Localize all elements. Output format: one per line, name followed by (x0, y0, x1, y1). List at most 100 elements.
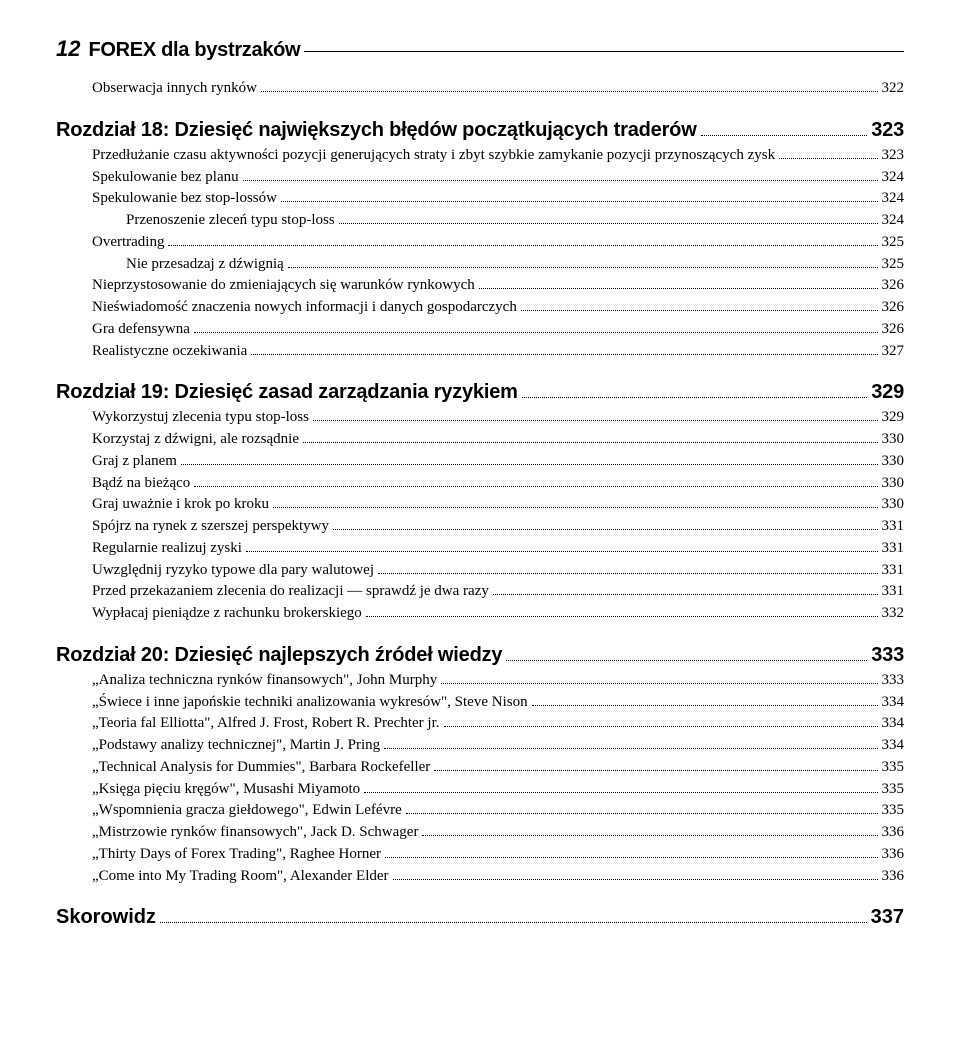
toc-entry-label: Realistyczne oczekiwania (92, 341, 247, 363)
leader-dots (393, 879, 878, 880)
leader-dots (246, 551, 878, 552)
section-heading-line: Rozdział 19: Dziesięć zasad zarządzania … (56, 378, 904, 407)
toc-entry: Overtrading 325 (56, 232, 904, 254)
toc-entry-label: Spekulowanie bez planu (92, 167, 239, 189)
skorowidz-line: Skorowidz 337 (56, 903, 904, 932)
leader-dots (243, 180, 878, 181)
toc-section: Obserwacja innych rynków 322 (56, 78, 904, 100)
toc-entry-label: Korzystaj z dźwigni, ale rozsądnie (92, 429, 299, 451)
toc-entry: Nieprzystosowanie do zmieniających się w… (56, 275, 904, 297)
section-heading-line: Rozdział 18: Dziesięć największych błędó… (56, 116, 904, 145)
toc-entry-label: Graj uważnie i krok po kroku (92, 494, 269, 516)
toc-entry-label: „Teoria fal Elliotta", Alfred J. Frost, … (92, 713, 440, 735)
toc-entry: „Thirty Days of Forex Trading", Raghee H… (56, 844, 904, 866)
toc-entry: Spekulowanie bez planu 324 (56, 167, 904, 189)
toc-entry: Graj uważnie i krok po kroku 330 (56, 494, 904, 516)
running-head: FOREX dla bystrzaków (88, 39, 300, 62)
toc-entry: Regularnie realizuj zyski 331 (56, 538, 904, 560)
toc-entry-page: 330 (882, 494, 905, 516)
toc-entry-page: 323 (882, 145, 905, 167)
leader-dots (441, 683, 877, 684)
toc-entry-page: 325 (882, 254, 905, 276)
toc-entry: Nie przesadzaj z dźwignią 325 (56, 254, 904, 276)
toc-entry: Przenoszenie zleceń typu stop-loss 324 (56, 210, 904, 232)
toc-entry-label: Spekulowanie bez stop-lossów (92, 188, 277, 210)
toc-entry-page: 324 (882, 210, 905, 232)
section-heading-line: Rozdział 20: Dziesięć najlepszych źródeł… (56, 641, 904, 670)
toc-entry-label: „Technical Analysis for Dummies", Barbar… (92, 757, 430, 779)
toc-entry-page: 334 (882, 713, 905, 735)
toc-entry: „Wspomnienia gracza giełdowego", Edwin L… (56, 800, 904, 822)
toc-entry-label: Uwzględnij ryzyko typowe dla pary waluto… (92, 560, 374, 582)
toc-entry-label: Nie przesadzaj z dźwignią (126, 254, 284, 276)
leader-dots (779, 158, 877, 159)
leader-dots (281, 201, 878, 202)
toc-entry: Spekulowanie bez stop-lossów324 (56, 188, 904, 210)
leader-dots (160, 922, 867, 923)
section-heading-page: 333 (871, 641, 904, 670)
toc-entry-label: Nieświadomość znaczenia nowych informacj… (92, 297, 517, 319)
toc-entry-page: 325 (882, 232, 905, 254)
toc-entry-page: 335 (882, 779, 905, 801)
toc-entry-label: „Thirty Days of Forex Trading", Raghee H… (92, 844, 381, 866)
toc-entry-page: 327 (882, 341, 905, 363)
toc-section: Rozdział 20: Dziesięć najlepszych źródeł… (56, 641, 904, 888)
leader-dots (273, 507, 877, 508)
toc-entry: Wypłacaj pieniądze z rachunku brokerskie… (56, 603, 904, 625)
toc-entry-page: 331 (882, 538, 905, 560)
toc-entry-page: 326 (882, 297, 905, 319)
skorowidz-label: Skorowidz (56, 903, 156, 932)
toc-entry-label: Overtrading (92, 232, 164, 254)
toc-entry-page: 332 (882, 603, 905, 625)
leader-dots (313, 420, 878, 421)
toc-entry-page: 324 (882, 167, 905, 189)
leader-dots (168, 245, 877, 246)
toc-entry: Obserwacja innych rynków 322 (56, 78, 904, 100)
skorowidz-page: 337 (871, 903, 904, 932)
toc-entry-page: 331 (882, 581, 905, 603)
page: 12 FOREX dla bystrzaków Obserwacja innyc… (0, 0, 960, 968)
toc-entry-label: „Podstawy analizy technicznej", Martin J… (92, 735, 380, 757)
toc-entry: „Analiza techniczna rynków finansowych",… (56, 670, 904, 692)
toc-entry: „Świece i inne japońskie techniki analiz… (56, 692, 904, 714)
toc-entry-label: „Analiza techniczna rynków finansowych",… (92, 670, 437, 692)
leader-dots (701, 135, 868, 136)
toc-entry-label: „Księga pięciu kręgów", Musashi Miyamoto (92, 779, 360, 801)
leader-dots (385, 857, 878, 858)
section-heading-label: Rozdział 20: Dziesięć najlepszych źródeł… (56, 641, 502, 670)
toc-entry-label: Wykorzystuj zlecenia typu stop-loss (92, 407, 309, 429)
page-header: 12 FOREX dla bystrzaków (56, 36, 904, 62)
toc-entry-page: 334 (882, 692, 905, 714)
leader-dots (339, 223, 878, 224)
toc-entry-label: Bądź na bieżąco (92, 473, 190, 495)
leader-dots (194, 332, 878, 333)
toc-entry-page: 326 (882, 275, 905, 297)
leader-dots (521, 310, 878, 311)
toc-entry-label: Przedłużanie czasu aktywności pozycji ge… (92, 145, 775, 167)
toc-entry: Gra defensywna326 (56, 319, 904, 341)
toc-entry-label: Regularnie realizuj zyski (92, 538, 242, 560)
toc-entry-page: 333 (882, 670, 905, 692)
leader-dots (532, 705, 878, 706)
toc-entry-label: Wypłacaj pieniądze z rachunku brokerskie… (92, 603, 362, 625)
toc-entry: Uwzględnij ryzyko typowe dla pary waluto… (56, 560, 904, 582)
toc-entry-label: Gra defensywna (92, 319, 190, 341)
table-of-contents: Obserwacja innych rynków 322 Rozdział 18: … (56, 78, 904, 887)
header-rule (304, 51, 904, 52)
leader-dots (303, 442, 877, 443)
toc-entry-page: 335 (882, 800, 905, 822)
toc-entry: „Come into My Trading Room", Alexander E… (56, 866, 904, 888)
toc-entry: „Technical Analysis for Dummies", Barbar… (56, 757, 904, 779)
leader-dots (406, 813, 878, 814)
toc-entry: Przedłużanie czasu aktywności pozycji ge… (56, 145, 904, 167)
toc-entry-page: 322 (882, 78, 905, 100)
toc-entry-label: Spójrz na rynek z szerszej perspektywy (92, 516, 329, 538)
toc-entry-page: 329 (882, 407, 905, 429)
leader-dots (364, 792, 877, 793)
toc-entry-label: „Mistrzowie rynków finansowych", Jack D.… (92, 822, 418, 844)
toc-section: Rozdział 18: Dziesięć największych błędó… (56, 116, 904, 363)
leader-dots (288, 267, 878, 268)
toc-entry-label: Przenoszenie zleceń typu stop-loss (126, 210, 335, 232)
toc-entry-label: Obserwacja innych rynków (92, 78, 257, 100)
toc-entry: „Teoria fal Elliotta", Alfred J. Frost, … (56, 713, 904, 735)
